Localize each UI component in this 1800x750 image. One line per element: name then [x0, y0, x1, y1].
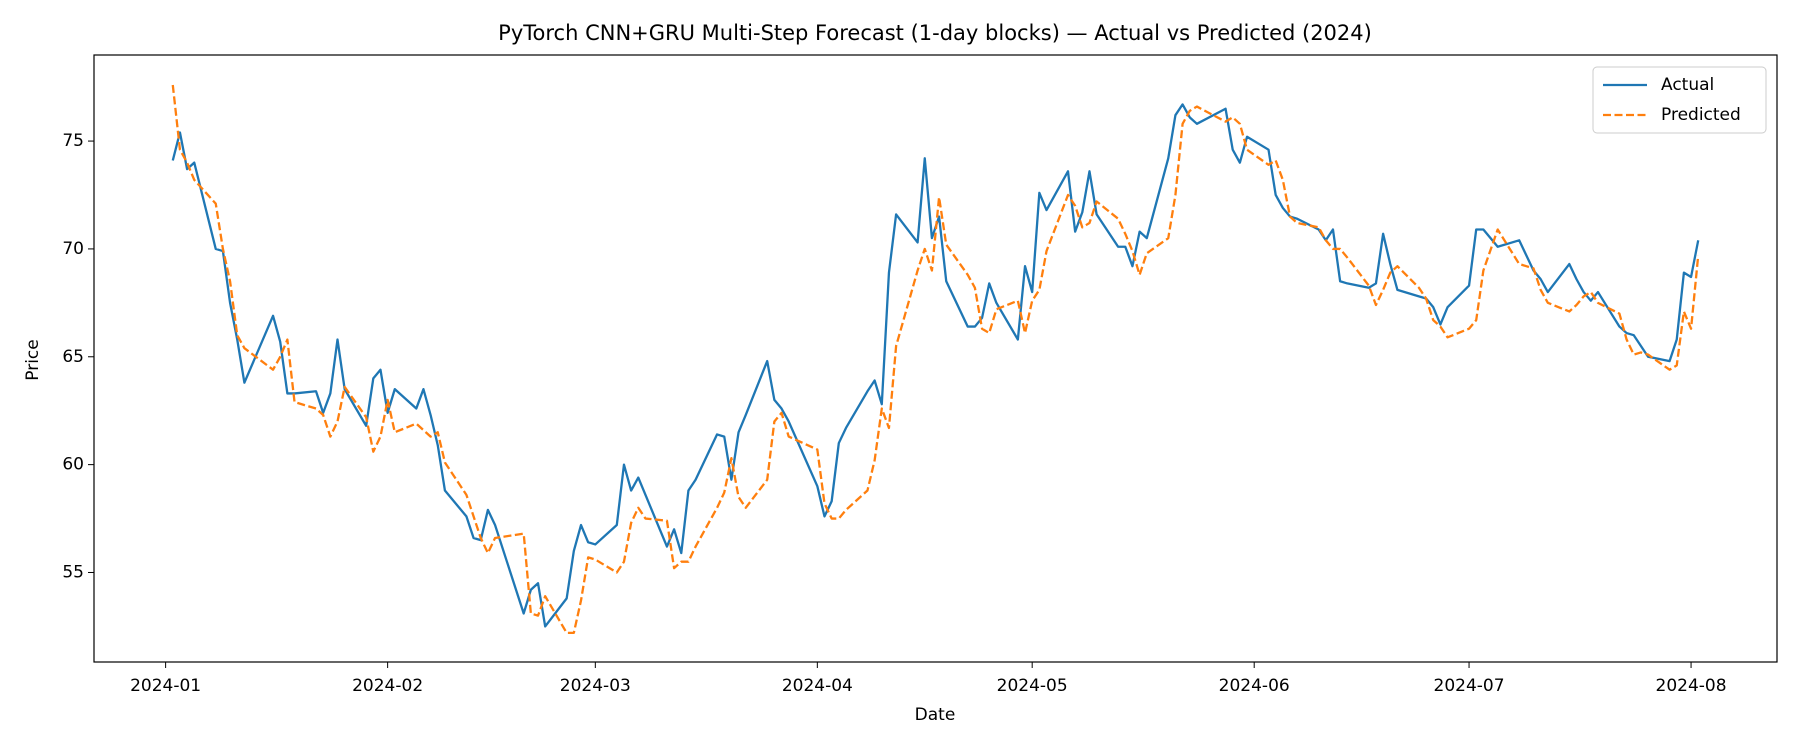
series-line — [171, 84, 1700, 635]
chart-title: PyTorch CNN+GRU Multi-Step Forecast (1-d… — [498, 21, 1372, 45]
x-tick-label: 2024-03 — [560, 676, 631, 696]
plot-frame — [93, 54, 1778, 663]
series-line — [171, 103, 1700, 628]
x-tick-label: 2024-07 — [1434, 676, 1505, 696]
x-tick-label: 2024-04 — [782, 676, 853, 696]
x-tick-label: 2024-06 — [1219, 676, 1290, 696]
y-tick-label: 70 — [62, 239, 84, 259]
y-tick-label: 65 — [62, 347, 84, 367]
legend-label: Actual — [1661, 75, 1714, 95]
y-axis-label: Price — [23, 339, 43, 380]
x-tick-label: 2024-02 — [352, 676, 423, 696]
x-tick-label: 2024-05 — [997, 676, 1068, 696]
legend-label: Predicted — [1661, 105, 1741, 125]
y-tick-label: 60 — [62, 455, 84, 475]
y-tick-label: 75 — [62, 131, 84, 151]
y-tick-label: 55 — [62, 562, 84, 582]
x-tick-label: 2024-08 — [1656, 676, 1727, 696]
x-axis-label: Date — [915, 705, 956, 725]
x-tick-label: 2024-01 — [130, 676, 201, 696]
legend-box — [1592, 66, 1767, 134]
